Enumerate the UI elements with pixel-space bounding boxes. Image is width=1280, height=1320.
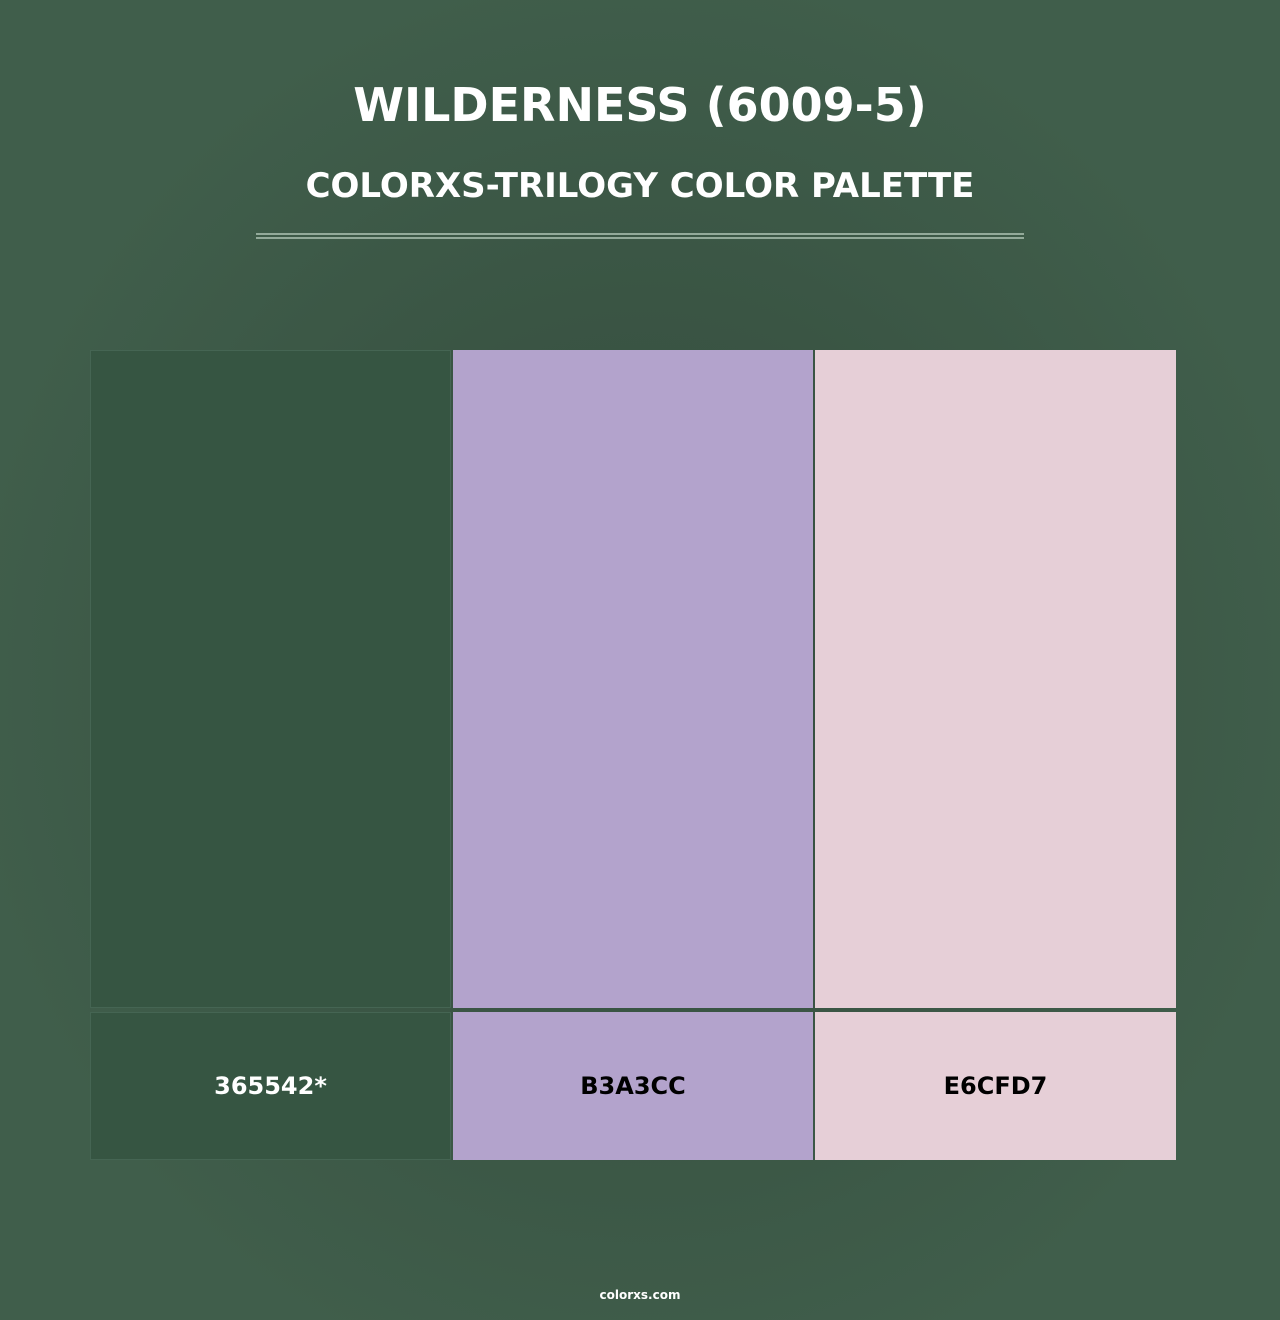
page-title: WILDERNESS (6009-5) (353, 78, 927, 132)
color-code-label[interactable]: B3A3CC (453, 1012, 813, 1160)
divider (256, 233, 1024, 235)
divider (256, 237, 1024, 239)
color-swatch[interactable] (453, 350, 813, 1008)
color-code-label[interactable]: E6CFD7 (815, 1012, 1176, 1160)
color-swatch[interactable] (90, 350, 451, 1008)
color-code-label[interactable]: 365542* (90, 1012, 451, 1160)
page-subtitle: COLORXS-TRILOGY COLOR PALETTE (305, 166, 975, 206)
footer-brand[interactable]: colorxs.com (599, 1288, 681, 1302)
color-swatch[interactable] (815, 350, 1176, 1008)
